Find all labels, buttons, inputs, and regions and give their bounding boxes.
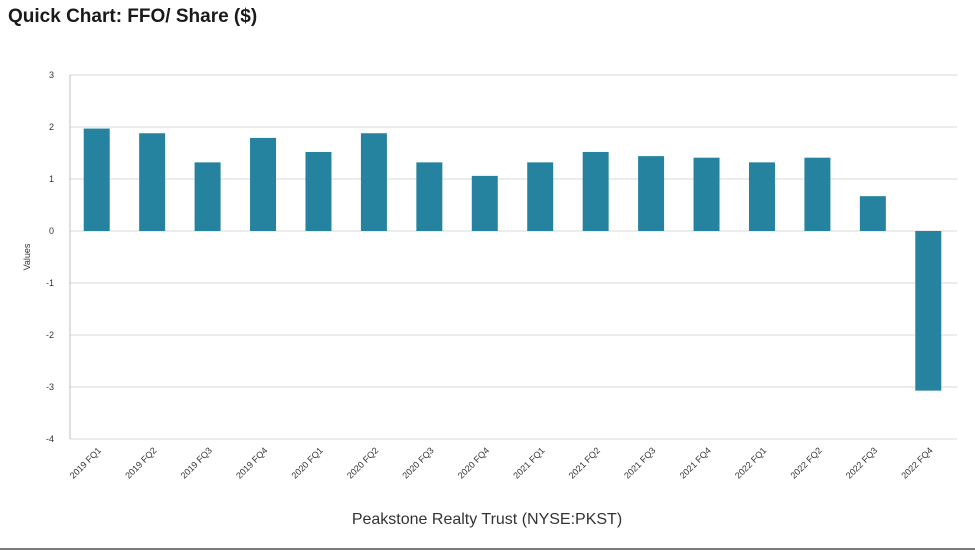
bar [859, 196, 886, 231]
bar [471, 175, 498, 231]
bar [416, 162, 443, 231]
bar [360, 133, 387, 231]
page-title: Quick Chart: FFO/ Share ($) [8, 6, 258, 27]
bar [527, 162, 554, 231]
y-tick-label: -3 [46, 382, 54, 392]
y-tick-label: -1 [46, 278, 54, 288]
y-tick-label: 3 [49, 70, 54, 80]
x-axis-title: Peakstone Realty Trust (NYSE:PKST) [352, 511, 622, 528]
x-tick-label: 2022 FQ2 [788, 445, 823, 480]
y-tick-label: 1 [49, 174, 54, 184]
x-tick-label: 2020 FQ3 [400, 445, 435, 480]
x-tick-label: 2021 FQ4 [678, 445, 713, 480]
x-tick-label: 2022 FQ1 [733, 445, 768, 480]
x-tick-label: 2020 FQ2 [345, 445, 380, 480]
x-tick-label: 2020 FQ4 [456, 445, 491, 480]
x-tick-label: 2021 FQ3 [622, 445, 657, 480]
bar [582, 151, 609, 231]
y-tick-labels: 3 2 1 0 -1 -2 -3 -4 [46, 70, 54, 444]
x-tick-label: 2019 FQ1 [68, 445, 103, 480]
bar [194, 162, 221, 231]
x-tick-label: 2021 FQ1 [511, 445, 546, 480]
x-tick-labels: 2019 FQ1 2019 FQ2 2019 FQ3 2019 FQ4 2020 FQ1… [68, 445, 935, 480]
bottom-divider [0, 548, 975, 550]
bar [139, 133, 166, 231]
x-tick-label: 2021 FQ2 [567, 445, 602, 480]
x-tick-label: 2022 FQ3 [844, 445, 879, 480]
bar [804, 157, 831, 231]
bars [83, 128, 942, 391]
bar [748, 162, 775, 231]
y-tick-label: -2 [46, 330, 54, 340]
x-tick-label: 2019 FQ2 [123, 445, 158, 480]
bar [638, 156, 665, 231]
y-tick-label: 2 [49, 122, 54, 132]
bar [250, 137, 277, 231]
bar [305, 151, 332, 231]
bar [83, 128, 110, 231]
x-tick-label: 2019 FQ4 [234, 445, 269, 480]
bar [693, 157, 720, 231]
bar [915, 231, 942, 391]
y-tick-label: -4 [46, 434, 54, 444]
x-tick-label: 2020 FQ1 [290, 445, 325, 480]
x-tick-label: 2022 FQ4 [899, 445, 934, 480]
gridlines [70, 74, 957, 440]
y-tick-label: 0 [49, 226, 54, 236]
y-axis-title: Values [22, 243, 32, 270]
x-tick-label: 2019 FQ3 [179, 445, 214, 480]
